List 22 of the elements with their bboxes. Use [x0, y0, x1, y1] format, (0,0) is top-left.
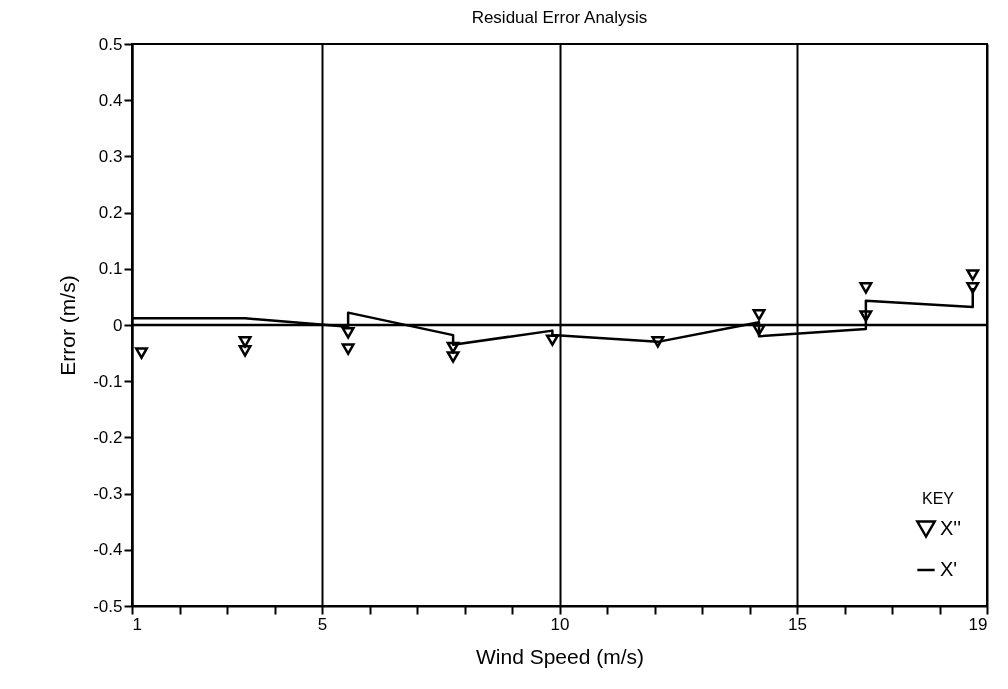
y-tick-label: -0.2	[93, 427, 123, 447]
y-tick-label: 0.3	[98, 146, 123, 166]
x-tick-label: 5	[317, 614, 328, 634]
y-tick-label: 0	[113, 315, 123, 335]
y-tick-label: 0.1	[98, 259, 123, 279]
x-tick-label: 15	[788, 614, 807, 634]
legend-label: X'	[940, 558, 958, 580]
y-axis-title: Error (m/s)	[56, 275, 80, 376]
y-tick-label: -0.5	[93, 596, 123, 616]
y-tick-label: 0.2	[98, 203, 123, 223]
legend-title: KEY	[921, 490, 955, 507]
x-tick-label: 19	[968, 614, 988, 634]
legend-label: X''	[940, 517, 961, 539]
y-tick-label: -0.3	[93, 484, 123, 504]
y-tick-label: -0.1	[93, 371, 123, 391]
y-tick-label: 0.5	[98, 34, 123, 54]
x-axis-title: Wind Speed (m/s)	[475, 644, 645, 668]
chart-title: Residual Error Analysis	[471, 8, 648, 27]
y-tick-label: 0.4	[98, 90, 123, 110]
x-tick-label: 10	[550, 614, 570, 634]
y-tick-label: -0.4	[93, 540, 123, 560]
x-tick-label: 1	[132, 614, 142, 634]
